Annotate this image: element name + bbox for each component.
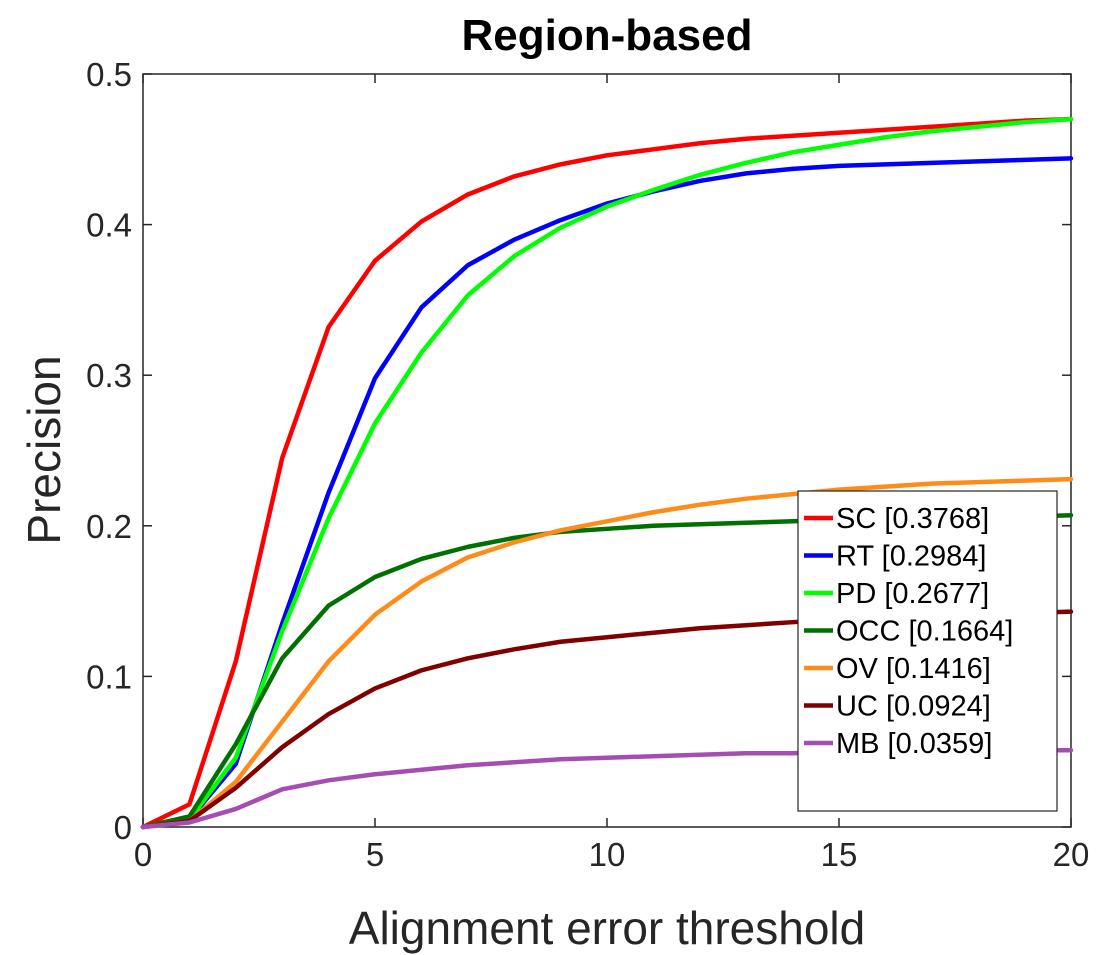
x-tick-label: 0 [134, 836, 152, 873]
series-line-ov [140, 476, 1074, 830]
y-tick-label: 0.1 [86, 658, 132, 695]
legend-label-pd: PD [0.2677] [836, 578, 989, 610]
legend-label-occ: OCC [0.1664] [836, 616, 1013, 648]
series-line-sc [140, 116, 1074, 830]
legend: SC [0.3768] RT [0.2984] PD [0.2677] OCC [0.… [797, 490, 1058, 812]
x-tick-label: 20 [1053, 836, 1090, 873]
legend-label-mb: MB [0.0359] [836, 728, 992, 760]
y-tick-label: 0 [114, 809, 132, 846]
legend-label-sc: SC [0.3768] [836, 503, 989, 535]
legend-label-rt: RT [0.2984] [836, 541, 986, 573]
x-axis-label: Alignment error threshold [349, 902, 865, 954]
series-line-rt [140, 156, 1074, 830]
y-tick-label: 0.3 [86, 357, 132, 394]
chart-title: Region-based [462, 11, 753, 60]
y-tick-label: 0.5 [86, 56, 132, 93]
axes: 0 5 10 15 20 0 0.1 0.2 0.3 0.4 0.5 [86, 56, 1089, 873]
x-tick-label: 15 [821, 836, 858, 873]
legend-label-ov: OV [0.1416] [836, 653, 991, 685]
y-axis-label: Precision [18, 355, 70, 544]
series-line-pd [140, 116, 1074, 830]
legend-label-uc: UC [0.0924] [836, 691, 991, 723]
y-tick-label: 0.4 [86, 207, 132, 244]
x-tick-label: 5 [366, 836, 384, 873]
legend-box [797, 490, 1058, 812]
y-tick-label: 0.2 [86, 508, 132, 545]
x-tick-label: 10 [589, 836, 626, 873]
